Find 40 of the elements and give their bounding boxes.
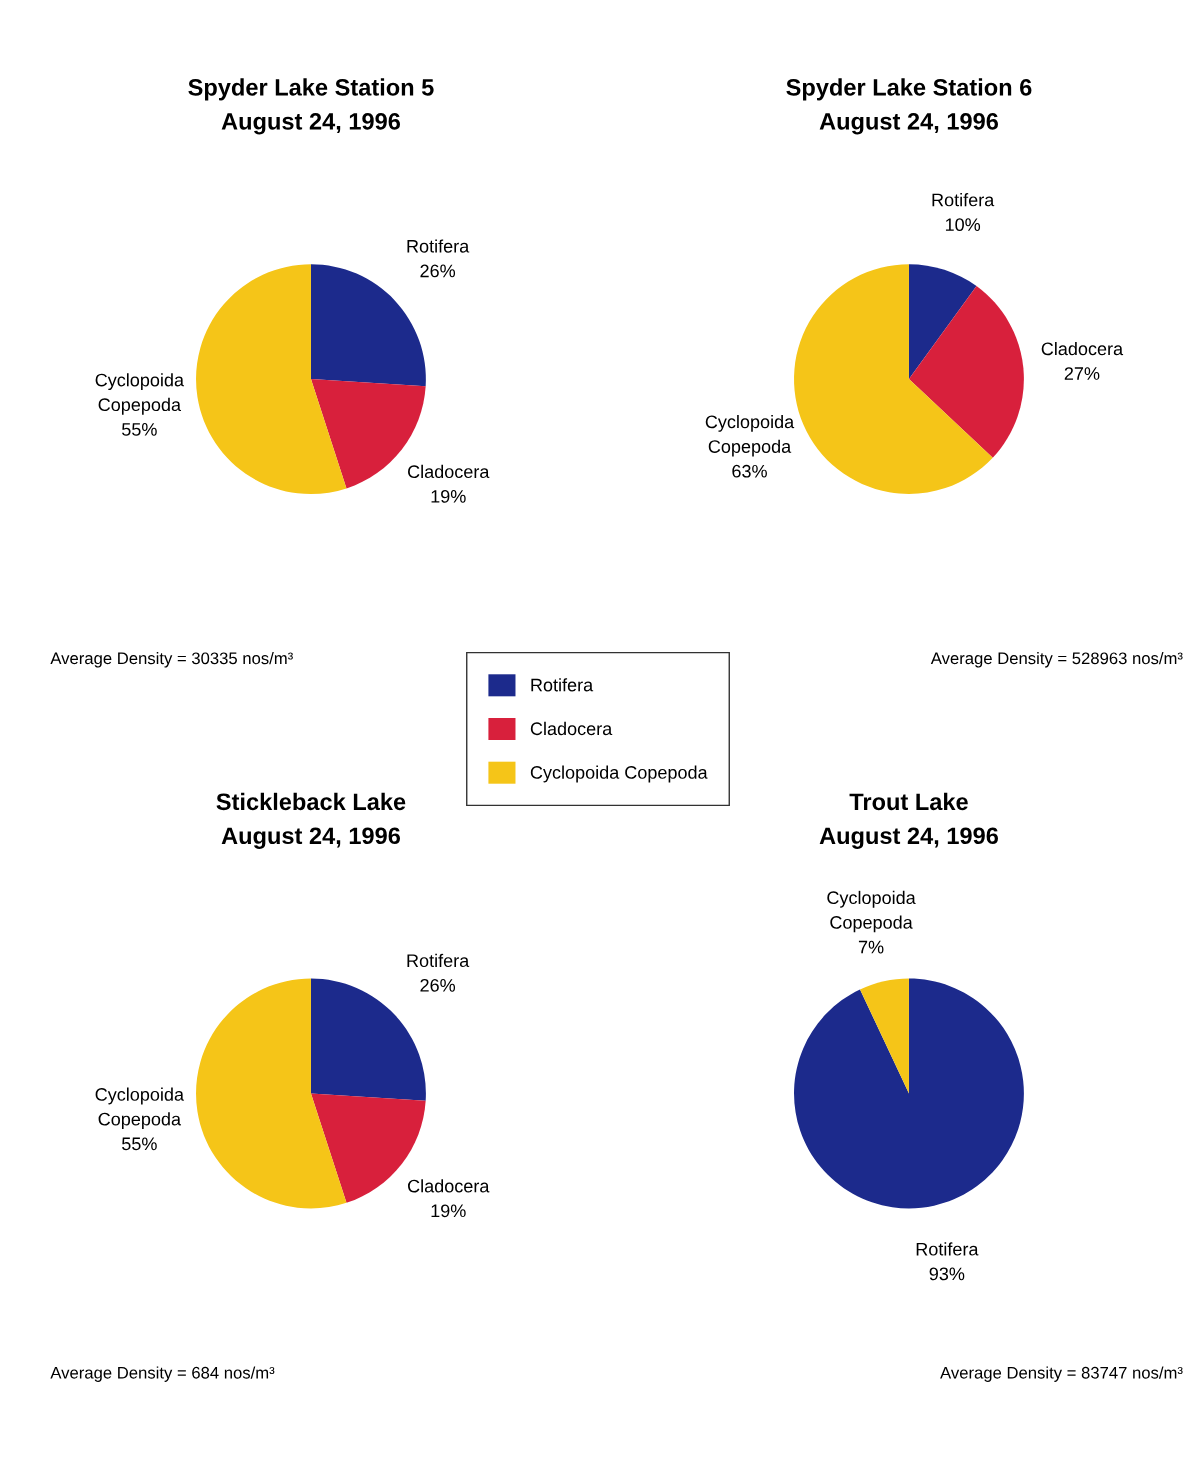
data-label: 19% [431,1204,466,1218]
slice-label: Rotifera [916,1242,979,1256]
data-label: 63% [732,464,767,478]
data-label: 93% [929,1267,965,1281]
data-label: 26% [420,978,456,992]
slice-label: Cladocera [408,1179,490,1193]
data-label: 19% [431,489,466,503]
legend-label: Cladocera [530,721,613,736]
slice-label: Rotifera [932,193,995,207]
pie-slice [794,978,1024,1209]
slice-label: Cyclopoida Copepoda [95,373,185,415]
slice-label: Rotifera [407,239,470,253]
data-label: 55% [122,423,157,436]
pie-slice [196,264,347,495]
slice-label: Cyclopoida Copepoda [95,1087,185,1130]
legend-label: Cyclopoida Copepoda [530,765,708,783]
slice-label: Cladocera [1041,341,1124,356]
text: Average Density = 30335 nos/m³ [50,651,293,668]
data-label: 27% [1064,367,1100,380]
pie-slice [196,978,347,1209]
data-label: 26% [420,264,456,278]
chart-title: Spyder Lake Station 5 August 24, 1996 [188,78,434,135]
slice-label: Rotifera [407,953,470,968]
pie-slice [908,286,1024,458]
text: Average Density = 83747 nos/m³ [940,1366,1183,1382]
chart-title: Trout Lake August 24, 1996 [819,792,998,849]
chart-title: Spyder Lake Station 6 August 24, 1996 [786,78,1032,135]
chart-title: Stickleback Lake August 24, 1996 [216,792,406,849]
text: Average Density = 528963 nos/m³ [930,651,1183,668]
pie-slice [794,264,993,495]
data-label: 10% [945,218,981,232]
data-label: 7% [858,940,884,954]
data-label: 55% [122,1137,157,1151]
slice-label: Cladocera [408,464,490,479]
text: Average Density = 684 nos/m³ [50,1366,275,1382]
slice-label: Cyclopoida Copepoda [705,414,795,457]
pie-slice [860,978,909,1094]
legend-label: Rotifera [531,678,594,692]
pie-slice [908,264,977,380]
slice-label: Cyclopoida Copepoda [827,890,916,933]
